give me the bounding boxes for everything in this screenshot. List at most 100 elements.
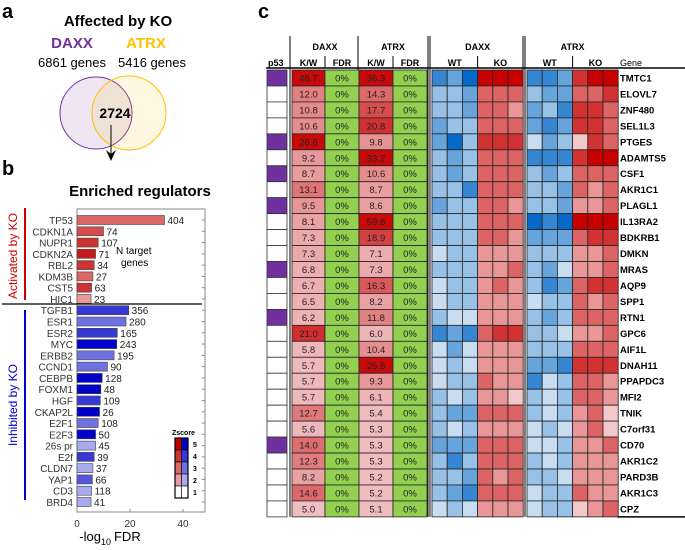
table-column-header: FDR <box>401 58 420 68</box>
heatmap-cell <box>431 468 448 486</box>
legend-frame <box>174 437 189 499</box>
heatmap-cell <box>507 404 524 422</box>
heatmap-cell <box>446 85 463 103</box>
heatmap-cell <box>461 324 478 342</box>
heatmap-cell <box>557 324 574 342</box>
heatmap-cell <box>507 500 524 518</box>
p53-marker-empty <box>266 404 288 422</box>
heatmap-cell <box>431 101 448 119</box>
bar-count-label: 23 <box>94 295 106 306</box>
bar-count-label: 34 <box>97 261 109 272</box>
fdr-value: 0% <box>335 249 349 260</box>
gene-label: ADAMTS5 <box>620 153 667 164</box>
heatmap-cell <box>587 452 604 470</box>
x-axis-label: -log10 FDR <box>79 529 140 545</box>
bar <box>76 384 102 395</box>
heatmap-cell <box>602 500 619 518</box>
fdr-value: 0% <box>403 393 417 404</box>
kw-value: 7.3 <box>302 233 315 244</box>
heatmap-cell <box>557 500 574 518</box>
kw-value: 5.6 <box>302 425 315 436</box>
heatmap-cell <box>492 277 509 294</box>
heatmap-cell <box>557 436 574 454</box>
heatmap-cell <box>477 293 494 310</box>
fdr-value: 0% <box>403 504 417 515</box>
heatmap-cell <box>602 117 619 135</box>
heatmap-cell <box>492 213 509 230</box>
gene-label: AKR1C1 <box>620 185 659 196</box>
kw-value: 10.6 <box>367 169 386 180</box>
heatmap-cell <box>587 404 604 422</box>
heatmap-cell <box>461 404 478 422</box>
heatmap-cell <box>431 133 448 151</box>
heatmap-cell <box>587 133 604 151</box>
heatmap-cell <box>431 261 448 278</box>
bar <box>76 271 94 282</box>
bar-count-label: 165 <box>120 329 137 340</box>
legend-level-label: 3 <box>193 466 197 473</box>
fdr-value: 0% <box>403 137 417 148</box>
heatmap-cell <box>492 197 509 215</box>
gene-label: TMTC1 <box>620 73 652 84</box>
bar-label: CDKN1A <box>32 227 73 238</box>
fdr-value: 0% <box>335 441 349 452</box>
heatmap-cell <box>507 324 524 342</box>
heatmap-cell <box>587 468 604 486</box>
heatmap-cell <box>572 277 589 294</box>
heatmap-cell <box>526 245 543 262</box>
kw-value: 25.5 <box>367 361 386 372</box>
kw-value: 13.1 <box>299 185 318 196</box>
p53-marker-mutant <box>266 436 288 454</box>
heatmap-cell <box>492 484 509 502</box>
heatmap-cell <box>541 372 558 390</box>
heatmap-cell <box>431 484 448 502</box>
gene-label: ELOVL7 <box>620 89 657 100</box>
heatmap-cell <box>587 484 604 502</box>
heatmap-cell <box>492 308 509 326</box>
heatmap-cell <box>557 356 574 374</box>
heatmap-cell <box>507 181 524 199</box>
p53-marker-empty <box>266 420 288 438</box>
heatmap-cell <box>572 500 589 518</box>
heatmap-cell <box>602 404 619 422</box>
bar-label: FOXM1 <box>39 385 74 396</box>
heatmap-cell <box>541 324 558 342</box>
heatmap-cell <box>526 420 543 438</box>
bar-label: 26s pr <box>45 442 73 453</box>
bar-label: HIC1 <box>50 295 73 306</box>
heatmap-cell <box>557 117 574 135</box>
heatmap-cell <box>526 133 543 151</box>
heatmap-cell <box>507 101 524 119</box>
plot-frame <box>76 208 206 513</box>
fdr-value: 0% <box>403 488 417 499</box>
legend-swatch-red <box>174 461 182 475</box>
kw-value: 20.8 <box>367 121 386 132</box>
heatmap-cell <box>602 356 619 374</box>
legend-level-label: 4 <box>193 454 197 461</box>
table-row: 12.0 0% 14.3 0% ELOVL7 <box>266 85 657 103</box>
heatmap-cell <box>602 324 619 342</box>
kw-value: 8.2 <box>302 472 315 483</box>
heatmap-group-header: DAXX <box>465 42 490 52</box>
gene-label: BDKRB1 <box>620 233 660 244</box>
fdr-value: 0% <box>335 504 349 515</box>
heatmap-cell <box>572 197 589 215</box>
heatmap-cell <box>446 213 463 230</box>
fdr-value: 0% <box>403 201 417 212</box>
bar-count-label: 39 <box>97 453 109 464</box>
heatmap-cell <box>602 436 619 454</box>
p53-marker-empty <box>266 229 288 246</box>
kw-value: 18.9 <box>367 233 386 244</box>
heatmap-cell <box>461 261 478 278</box>
kw-value: 26.6 <box>299 137 318 148</box>
heatmap-cell <box>572 101 589 119</box>
fdr-value: 0% <box>403 377 417 388</box>
table-row: 8.7 0% 10.6 0% CSF1 <box>266 165 645 183</box>
heatmap-cell <box>492 69 509 87</box>
heatmap-cell <box>587 388 604 406</box>
gene-label: MFI2 <box>620 393 642 404</box>
bar <box>76 406 100 417</box>
heatmap-cell <box>446 436 463 454</box>
gene-label: MRAS <box>620 265 648 276</box>
heatmap-cell <box>557 372 574 390</box>
